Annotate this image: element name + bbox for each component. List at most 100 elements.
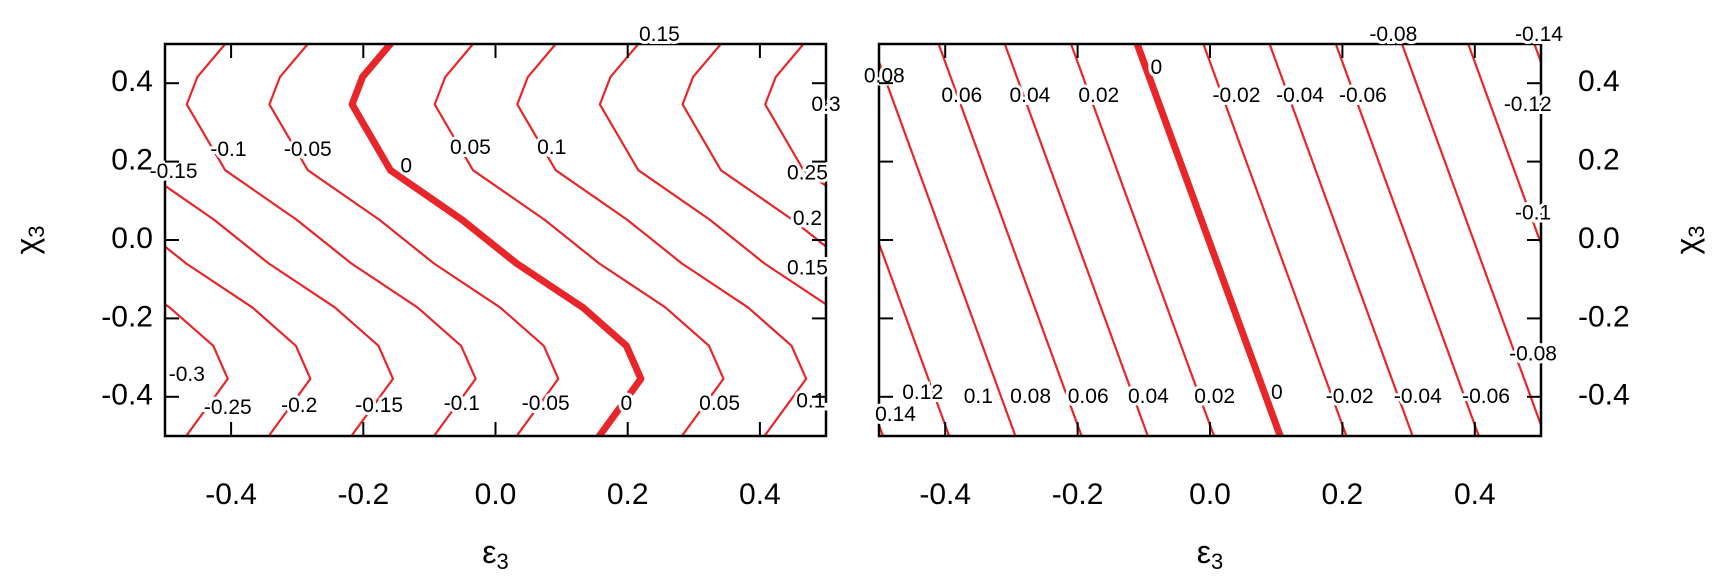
contour-line bbox=[937, 44, 1083, 436]
contour-line bbox=[165, 303, 229, 436]
contour-line bbox=[1400, 44, 1541, 429]
x-axis-label-sub: 3 bbox=[1211, 549, 1223, 574]
contour-label: 0.05 bbox=[450, 136, 491, 159]
contour-label: -0.1 bbox=[444, 392, 480, 415]
y-tick-label: -0.4 bbox=[101, 379, 153, 412]
contour-line bbox=[879, 240, 951, 436]
contour-line bbox=[516, 44, 808, 436]
contours bbox=[674, 44, 1541, 436]
contour-label: -0.25 bbox=[204, 396, 252, 419]
y-tick-label: 0.0 bbox=[111, 222, 153, 255]
y-tick-label: 0.2 bbox=[1578, 144, 1620, 177]
x-tick-label: 0.2 bbox=[1322, 478, 1364, 511]
x-tick-label: 0.0 bbox=[1189, 478, 1231, 511]
contour-label: -0.15 bbox=[150, 160, 198, 183]
contour-line bbox=[348, 44, 645, 436]
contour-label: 0.14 bbox=[875, 403, 916, 426]
contour-label: 0.04 bbox=[1009, 84, 1050, 107]
contour-line bbox=[1069, 44, 1216, 436]
contour-label: -0.04 bbox=[1394, 385, 1442, 408]
y-tick-label: -0.2 bbox=[1578, 300, 1630, 333]
contour-line bbox=[1202, 44, 1348, 436]
contour-label: 0.02 bbox=[1078, 84, 1119, 107]
contour-label: 0.02 bbox=[1194, 385, 1235, 408]
contour-label: 0.06 bbox=[1068, 385, 1109, 408]
contour-label: 0.1 bbox=[796, 389, 825, 412]
contour-label: 0.08 bbox=[1010, 385, 1051, 408]
contour-label: 0.25 bbox=[787, 161, 828, 184]
plot: 0.08 0.06 0.04 0.02 0 -0.02 -0.04 -0.06 -0.08 -0.… bbox=[674, 20, 1709, 574]
contour-label: -0.02 bbox=[1326, 385, 1374, 408]
x-tick-label: 0.4 bbox=[739, 478, 781, 511]
x-axis-label-main: ε bbox=[1197, 534, 1211, 570]
y-tick-label: 0.0 bbox=[1578, 222, 1620, 255]
contour-label: -0.2 bbox=[281, 394, 317, 417]
contour-line bbox=[1334, 44, 1480, 436]
y-tick-label: -0.2 bbox=[101, 300, 153, 333]
x-tick-label: -0.4 bbox=[205, 478, 257, 511]
contour-label: 0.3 bbox=[811, 93, 840, 116]
contour-label: -0.1 bbox=[1515, 202, 1551, 225]
contour-line bbox=[165, 184, 395, 436]
contour-label: 0.12 bbox=[902, 381, 943, 404]
contour-line bbox=[1133, 44, 1284, 436]
y-axis-label-sub: 3 bbox=[1684, 225, 1709, 237]
contour-label: 0.05 bbox=[699, 392, 740, 415]
contour-line bbox=[764, 44, 826, 188]
contour-line bbox=[598, 44, 826, 306]
x-axis-label-main: ε bbox=[482, 534, 496, 570]
x-tick-label: -0.2 bbox=[1052, 478, 1104, 511]
contour-label: -0.12 bbox=[1504, 93, 1552, 116]
contour-line bbox=[879, 58, 1017, 436]
contour-label: -0.02 bbox=[1213, 84, 1261, 107]
contour-label: -0.05 bbox=[522, 392, 570, 415]
contour-line bbox=[1003, 44, 1149, 436]
contour-line bbox=[674, 44, 817, 436]
contour-label: 0.15 bbox=[639, 23, 680, 46]
y-tick-label: 0.4 bbox=[1578, 65, 1620, 98]
y-tick-label: -0.4 bbox=[1578, 379, 1630, 412]
contours bbox=[165, 44, 826, 436]
y-axis-label: χ3 bbox=[1669, 225, 1708, 254]
x-tick-label: -0.2 bbox=[337, 478, 389, 511]
y-axis-label-main: χ bbox=[1669, 238, 1705, 255]
contour-line bbox=[268, 44, 560, 436]
y-axis-label-main: χ bbox=[9, 238, 45, 255]
plot: 0.15 0.3 -0.1 -0.05 0.05 0.1 -0.15 0 0.25 0.2 0.15… bbox=[9, 20, 843, 574]
y-axis-label-sub: 3 bbox=[24, 225, 49, 237]
contour-label: -0.08 bbox=[1369, 23, 1417, 46]
contour-label: -0.04 bbox=[1276, 84, 1324, 107]
y-axis-label: χ3 bbox=[9, 225, 48, 254]
x-tick-label: 0.2 bbox=[607, 478, 649, 511]
contour-label: 0.06 bbox=[941, 84, 982, 107]
contour-line bbox=[1268, 44, 1414, 436]
contour-label: -0.06 bbox=[1339, 84, 1387, 107]
contour-label: 0.1 bbox=[537, 136, 566, 159]
x-axis-label: ε3 bbox=[482, 534, 509, 573]
contour-line bbox=[433, 44, 725, 436]
plot-frame bbox=[163, 42, 828, 438]
y-tick-label: 0.2 bbox=[111, 144, 153, 177]
contour-label: -0.3 bbox=[169, 363, 205, 386]
contour-label: 0 bbox=[1151, 56, 1163, 79]
contour-label: -0.05 bbox=[284, 138, 332, 161]
contour-label: 0.2 bbox=[793, 207, 822, 230]
contour-label: 0.1 bbox=[964, 385, 993, 408]
contour-line bbox=[165, 245, 312, 436]
contour-label: 0 bbox=[621, 392, 633, 415]
contour-line bbox=[681, 44, 826, 248]
contour-label: 0.04 bbox=[1128, 385, 1169, 408]
x-tick-label: 0.4 bbox=[1454, 478, 1496, 511]
x-axis-label: ε3 bbox=[1197, 534, 1224, 573]
x-axis-label-sub: 3 bbox=[497, 549, 509, 574]
contour-label: -0.1 bbox=[210, 138, 246, 161]
contour-line bbox=[185, 44, 477, 436]
y-tick-label: 0.4 bbox=[111, 65, 153, 98]
contour-label: -0.15 bbox=[355, 394, 403, 417]
contour-label: 0.08 bbox=[864, 64, 905, 87]
contour-label: 0 bbox=[400, 155, 412, 178]
x-tick-label: 0.0 bbox=[475, 478, 517, 511]
contour-label: -0.14 bbox=[1515, 23, 1563, 46]
contour-label: -0.06 bbox=[1462, 385, 1510, 408]
